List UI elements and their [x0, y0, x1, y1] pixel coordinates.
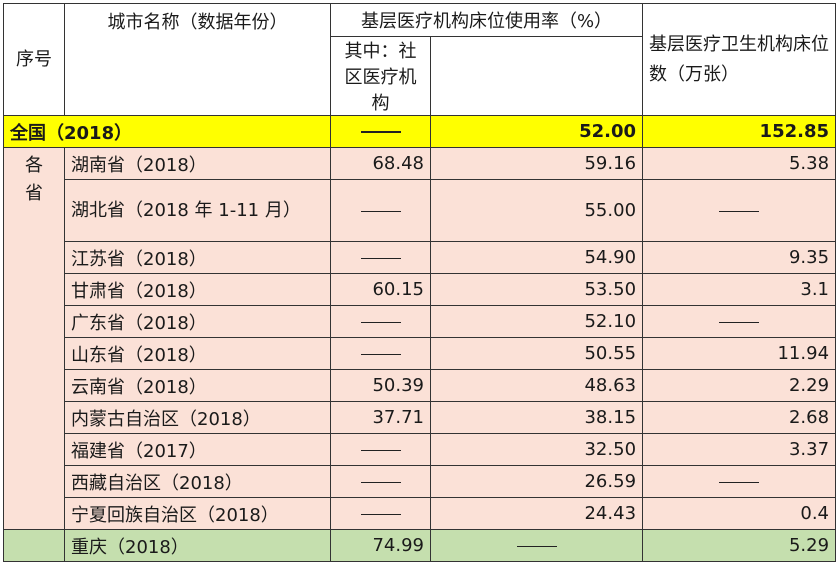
dash-mark: [360, 210, 401, 212]
header-city: 城市名称（数据年份）: [64, 3, 331, 116]
province-name: 甘肃省（2018）: [64, 273, 331, 306]
value-cell: 2.29: [642, 369, 837, 402]
value-cell: 11.94: [642, 337, 837, 370]
value-cell: 50.55: [429, 337, 644, 370]
group-label-text: 各省: [24, 155, 43, 204]
header-beds: 基层医疗卫生机构床位数（万张）: [642, 3, 837, 116]
dash-mark: [719, 210, 760, 212]
dash-mark: [719, 481, 760, 483]
empty-value-cell: [429, 529, 644, 562]
hospital-bed-table: 序号 城市名称（数据年份） 基层医疗机构床位使用率（%） 基层医疗卫生机构床位数…: [3, 3, 837, 562]
province-name: 湖北省（2018 年 1-11 月）: [64, 179, 331, 242]
value-cell: 54.90: [429, 241, 644, 274]
province-row: 湖北省（2018 年 1-11 月） 55.00: [4, 179, 837, 242]
empty-value-cell: [330, 241, 431, 274]
province-name: 福建省（2017）: [64, 433, 331, 466]
header-row-1: 序号 城市名称（数据年份） 基层医疗机构床位使用率（%） 基层医疗卫生机构床位数…: [3, 3, 837, 116]
empty-value-cell: [642, 465, 837, 498]
province-row: 西藏自治区（2018） 26.59: [4, 465, 837, 498]
national-row: 全国（2018） 52.00 152.85: [3, 115, 837, 148]
value-cell: 50.39: [330, 369, 431, 402]
national-name: 全国（2018）: [3, 115, 331, 148]
value-cell: 60.15: [330, 273, 431, 306]
value-cell: 32.50: [429, 433, 644, 466]
province-row: 福建省（2017） 32.50 3.37: [4, 433, 837, 466]
dash-mark: [360, 449, 401, 451]
province-row: 内蒙古自治区（2018） 37.71 38.15 2.68: [4, 401, 837, 434]
province-row: 甘肃省（2018） 60.15 53.50 3.1: [4, 273, 837, 306]
province-name: 湖南省（2018）: [64, 147, 331, 180]
province-name: 山东省（2018）: [64, 337, 331, 370]
province-name: 西藏自治区（2018）: [64, 465, 331, 498]
chongqing-row: 重庆（2018） 74.99 5.29: [3, 529, 837, 562]
province-row: 广东省（2018） 52.10: [4, 305, 837, 338]
value-cell: 3.1: [642, 273, 837, 306]
value-cell: 26.59: [429, 465, 644, 498]
national-rate-sub: 52.00: [429, 115, 644, 148]
empty-value-cell: [330, 305, 431, 338]
value-cell: 38.15: [429, 401, 644, 434]
province-row: 山东省（2018） 50.55 11.94: [4, 337, 837, 370]
value-cell: 53.50: [429, 273, 644, 306]
province-name: 广东省（2018）: [64, 305, 331, 338]
chongqing-index: [3, 529, 65, 562]
header-index: 序号: [3, 3, 65, 116]
province-name: 云南省（2018）: [64, 369, 331, 402]
value-cell: 52.10: [429, 305, 644, 338]
group-label: 各省: [3, 147, 65, 530]
value-cell: 37.71: [330, 401, 431, 434]
province-row: 各省 湖南省（2018） 68.48 59.16 5.38: [3, 147, 837, 530]
province-row: 云南省（2018） 50.39 48.63 2.29: [4, 369, 837, 402]
dash-mark: [360, 513, 401, 515]
dash-mark: [360, 321, 401, 323]
province-row: 江苏省（2018） 54.90 9.35: [4, 241, 837, 274]
province-name: 江苏省（2018）: [64, 241, 331, 274]
empty-value-cell: [330, 337, 431, 370]
empty-value-cell: [330, 179, 431, 242]
empty-value-cell: [330, 433, 431, 466]
value-cell: 68.48: [330, 147, 431, 180]
header-row-2: 其中：社区医疗机构: [4, 36, 836, 116]
value-cell: 74.99: [330, 529, 431, 562]
national-rate: [330, 115, 431, 148]
header-rate-sub: 其中：社区医疗机构: [330, 36, 431, 116]
value-cell: 2.68: [642, 401, 837, 434]
value-cell: 55.00: [429, 179, 644, 242]
value-cell: 5.29: [642, 529, 837, 562]
dash-mark: [360, 481, 401, 483]
value-cell: 9.35: [642, 241, 837, 274]
chongqing-name: 重庆（2018）: [64, 529, 331, 562]
value-cell: 48.63: [429, 369, 644, 402]
dash-mark: [360, 257, 401, 259]
value-cell: 59.16: [429, 147, 644, 180]
header-rate: 基层医疗机构床位使用率（%）: [329, 3, 644, 37]
empty-value-cell: [642, 305, 837, 338]
dash-mark: [516, 545, 557, 547]
dash-mark: [360, 353, 401, 355]
empty-value-cell: [330, 465, 431, 498]
dash-mark: [360, 131, 401, 133]
province-name: 内蒙古自治区（2018）: [64, 401, 331, 434]
value-cell: 3.37: [642, 433, 837, 466]
dash-mark: [719, 321, 760, 323]
national-beds: 152.85: [642, 115, 837, 148]
value-cell: 24.43: [429, 497, 644, 530]
value-cell: 5.38: [642, 147, 837, 180]
empty-value-cell: [642, 179, 837, 242]
